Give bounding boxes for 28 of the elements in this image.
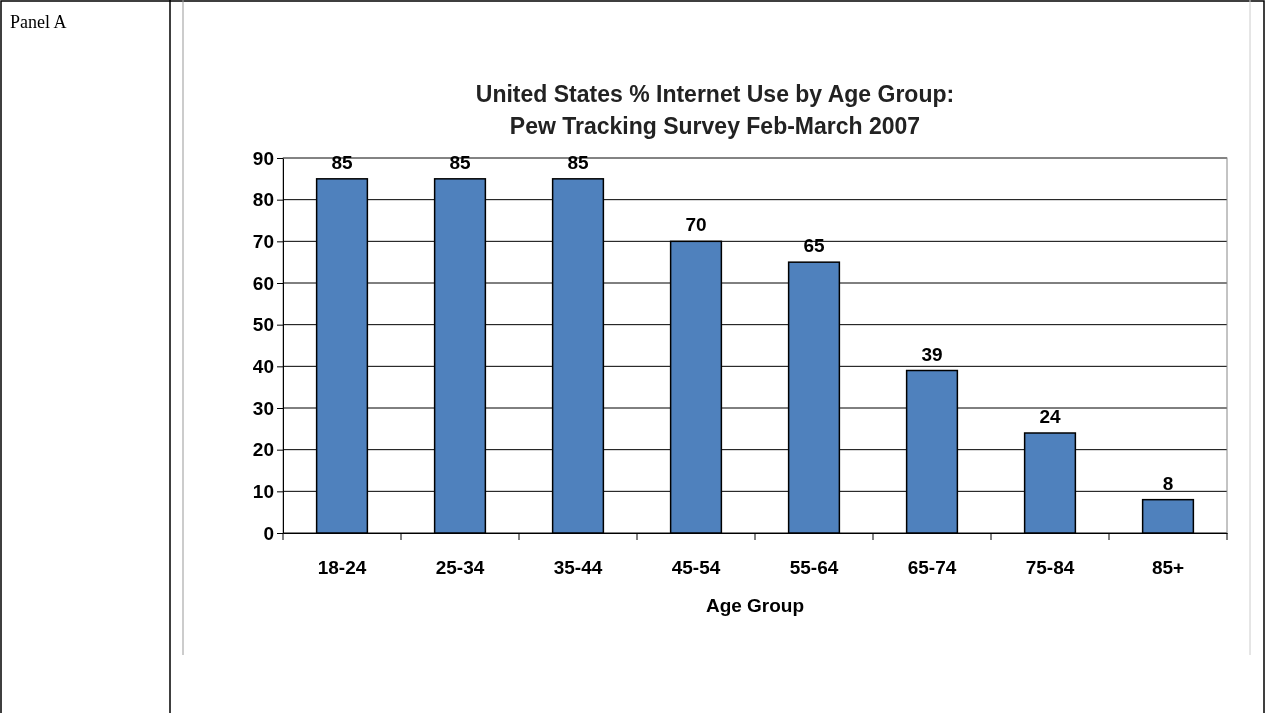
y-tick-label: 20	[252, 439, 274, 461]
y-tick-label: 0	[263, 522, 274, 544]
data-label: 85	[567, 151, 589, 173]
y-tick-label: 40	[252, 355, 274, 377]
y-tick-label: 10	[252, 480, 274, 502]
y-tick-label: 60	[252, 272, 274, 294]
data-label: 39	[921, 343, 943, 365]
data-label: 8	[1162, 472, 1174, 494]
y-tick-label: 30	[252, 397, 274, 419]
x-tick-label: 18-24	[317, 557, 367, 579]
x-tick-label: 75-84	[1025, 557, 1075, 579]
y-tick-label: 50	[252, 314, 274, 336]
data-label: 85	[449, 151, 471, 173]
chart-title: United States % Internet Use by Age Group: Pew Tracking Survey Feb-March 2007	[475, 81, 955, 139]
x-tick-label: 65-74	[907, 557, 957, 579]
x-tick-label: 55-64	[789, 557, 839, 579]
y-tick-label: 90	[252, 147, 274, 169]
x-tick-label: 85+	[1151, 557, 1185, 579]
data-label: 70	[685, 214, 707, 236]
x-tick-label: 35-44	[553, 557, 603, 579]
y-tick-label: 80	[252, 189, 274, 211]
x-axis-title: Age Group	[705, 595, 805, 616]
x-tick-label: 45-54	[671, 557, 721, 579]
y-tick-label: 70	[252, 230, 274, 252]
text: Panel A	[10, 12, 67, 32]
x-tick-label: 25-34	[435, 557, 485, 579]
data-label: 85	[331, 151, 353, 173]
data-label: 24	[1039, 406, 1061, 427]
